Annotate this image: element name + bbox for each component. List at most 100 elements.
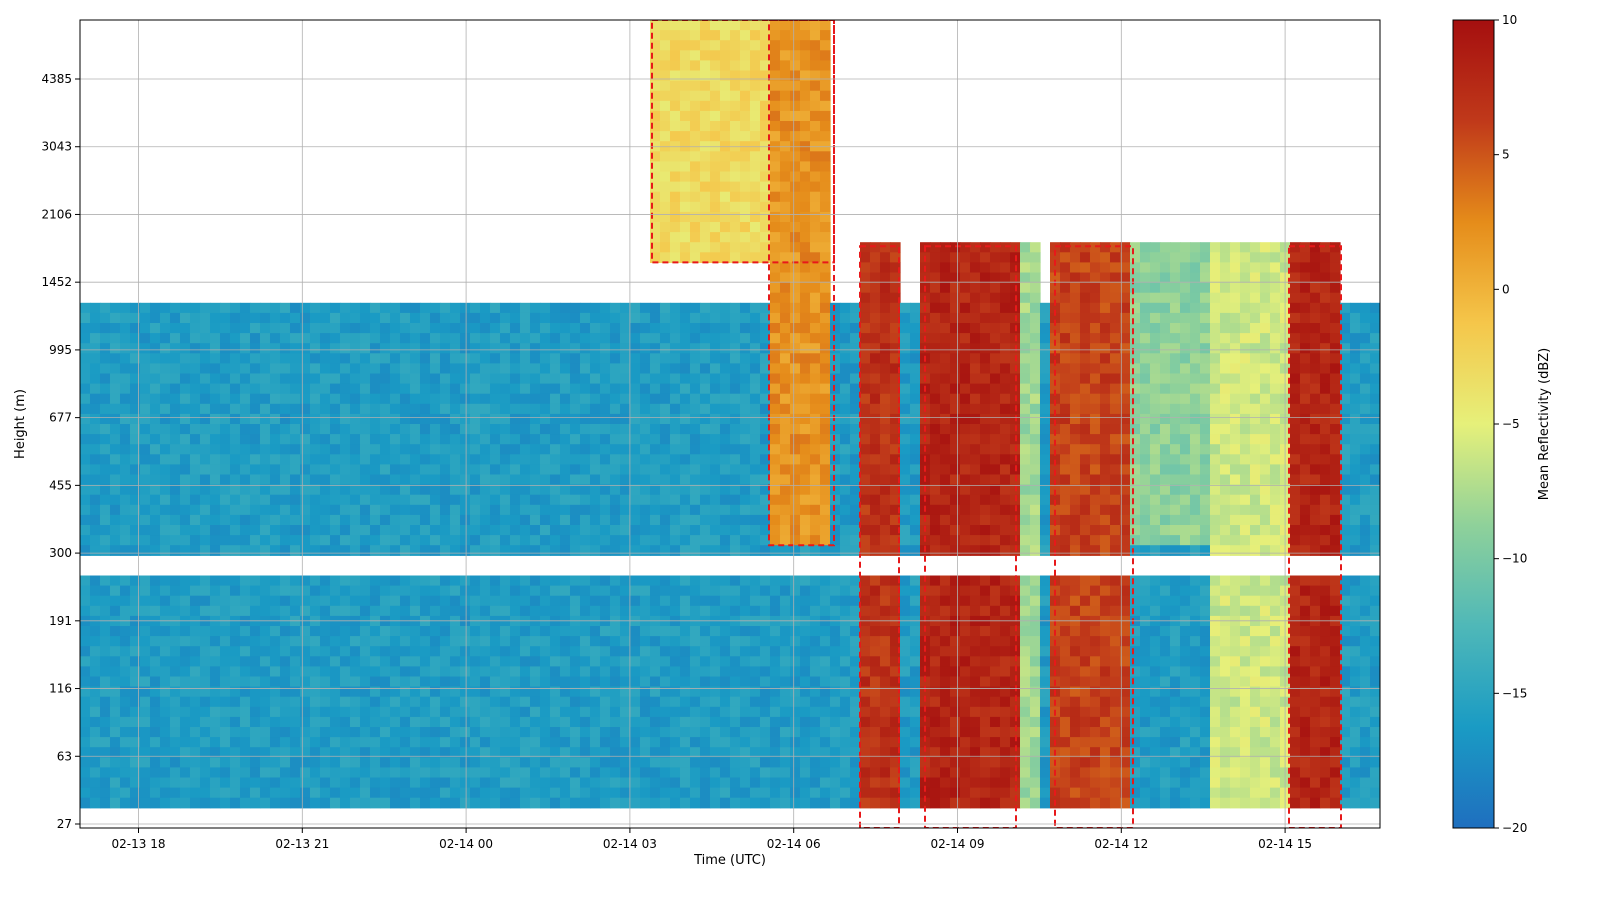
heatmap-cell	[790, 646, 801, 657]
heatmap-cell	[1000, 242, 1011, 253]
heatmap-cell	[570, 676, 581, 688]
heatmap-cell	[910, 585, 921, 597]
heatmap-cell	[710, 464, 721, 476]
heatmap-cell	[740, 737, 751, 748]
heatmap-cell	[270, 464, 281, 476]
heatmap-cell	[540, 333, 551, 344]
heatmap-cell	[440, 605, 451, 617]
heatmap-cell	[120, 716, 131, 728]
heatmap-cell	[680, 484, 691, 496]
heatmap-cell	[100, 343, 111, 354]
heatmap-cell	[430, 666, 441, 678]
heatmap-cell	[510, 706, 521, 718]
heatmap-cell	[510, 767, 521, 779]
heatmap-cell	[130, 646, 141, 657]
heatmap-cell	[770, 20, 781, 31]
heatmap-cell	[820, 50, 831, 61]
heatmap-cell	[670, 20, 681, 31]
heatmap-cell	[970, 363, 981, 375]
heatmap-cell	[680, 40, 691, 51]
heatmap-cell	[780, 373, 791, 385]
heatmap-cell	[460, 535, 471, 546]
heatmap-cell	[730, 70, 741, 82]
heatmap-cell	[710, 373, 721, 385]
heatmap-cell	[100, 535, 111, 546]
heatmap-cell	[890, 363, 901, 375]
heatmap-cell	[940, 696, 951, 708]
heatmap-cell	[670, 424, 681, 435]
heatmap-cell	[900, 767, 911, 779]
heatmap-cell	[340, 757, 351, 768]
heatmap-cell	[580, 666, 591, 678]
heatmap-cell	[710, 161, 721, 173]
heatmap-cell	[100, 676, 111, 688]
heatmap-cell	[870, 252, 881, 263]
heatmap-cell	[390, 444, 401, 455]
heatmap-cell	[380, 797, 391, 809]
heatmap-cell	[710, 605, 721, 617]
heatmap-cell	[680, 30, 691, 41]
heatmap-cell	[660, 131, 671, 142]
heatmap-cell	[860, 666, 871, 678]
heatmap-cell	[910, 444, 921, 455]
heatmap-cell	[530, 514, 541, 526]
heatmap-cell	[910, 575, 921, 587]
heatmap-cell	[780, 454, 791, 465]
heatmap-cell	[110, 626, 121, 637]
heatmap-cell	[750, 60, 761, 72]
heatmap-cell	[540, 535, 551, 546]
heatmap-cell	[910, 323, 921, 334]
heatmap-cell	[670, 201, 681, 213]
heatmap-cell	[90, 626, 101, 637]
heatmap-cell	[360, 696, 371, 708]
heatmap-cell	[170, 403, 181, 415]
heatmap-cell	[490, 626, 501, 637]
heatmap-cell	[130, 484, 141, 496]
heatmap-cell	[650, 30, 661, 41]
heatmap-cell	[660, 494, 671, 506]
heatmap-cell	[780, 282, 791, 294]
heatmap-cell	[160, 595, 171, 607]
heatmap-cell	[90, 666, 101, 678]
heatmap-cell	[220, 636, 231, 647]
heatmap-cell	[510, 474, 521, 486]
heatmap-cell	[780, 636, 791, 647]
heatmap-cell	[810, 787, 821, 799]
heatmap-cell	[690, 211, 701, 223]
heatmap-cell	[240, 636, 251, 647]
heatmap-cell	[200, 585, 211, 597]
heatmap-cell	[500, 444, 511, 455]
heatmap-cell	[460, 696, 471, 708]
heatmap-cell	[590, 727, 601, 738]
heatmap-cell	[300, 302, 311, 314]
heatmap-cell	[660, 646, 671, 657]
heatmap-cell	[570, 424, 581, 435]
heatmap-cell	[760, 494, 771, 506]
heatmap-cell	[230, 747, 241, 758]
heatmap-cell	[230, 312, 241, 324]
heatmap-cell	[960, 424, 971, 435]
heatmap-cell	[230, 716, 241, 728]
heatmap-cell	[930, 585, 941, 597]
heatmap-cell	[720, 646, 731, 657]
heatmap-cell	[380, 323, 391, 334]
heatmap-cell	[530, 363, 541, 375]
heatmap-cell	[690, 80, 701, 92]
heatmap-cell	[420, 706, 431, 718]
heatmap-cell	[620, 504, 631, 516]
heatmap-cell	[190, 595, 201, 607]
heatmap-cell	[800, 545, 811, 556]
heatmap-cell	[380, 444, 391, 455]
heatmap-cell	[360, 737, 371, 748]
heatmap-cell	[780, 484, 791, 496]
heatmap-cell	[730, 333, 741, 344]
heatmap-cell	[770, 191, 781, 203]
heatmap-cell	[300, 706, 311, 718]
heatmap-cell	[180, 302, 191, 314]
heatmap-cell	[200, 615, 211, 627]
heatmap-cell	[690, 30, 701, 41]
heatmap-cell	[260, 393, 271, 405]
heatmap-cell	[340, 797, 351, 809]
heatmap-cell	[160, 383, 171, 395]
heatmap-cell	[690, 323, 701, 334]
